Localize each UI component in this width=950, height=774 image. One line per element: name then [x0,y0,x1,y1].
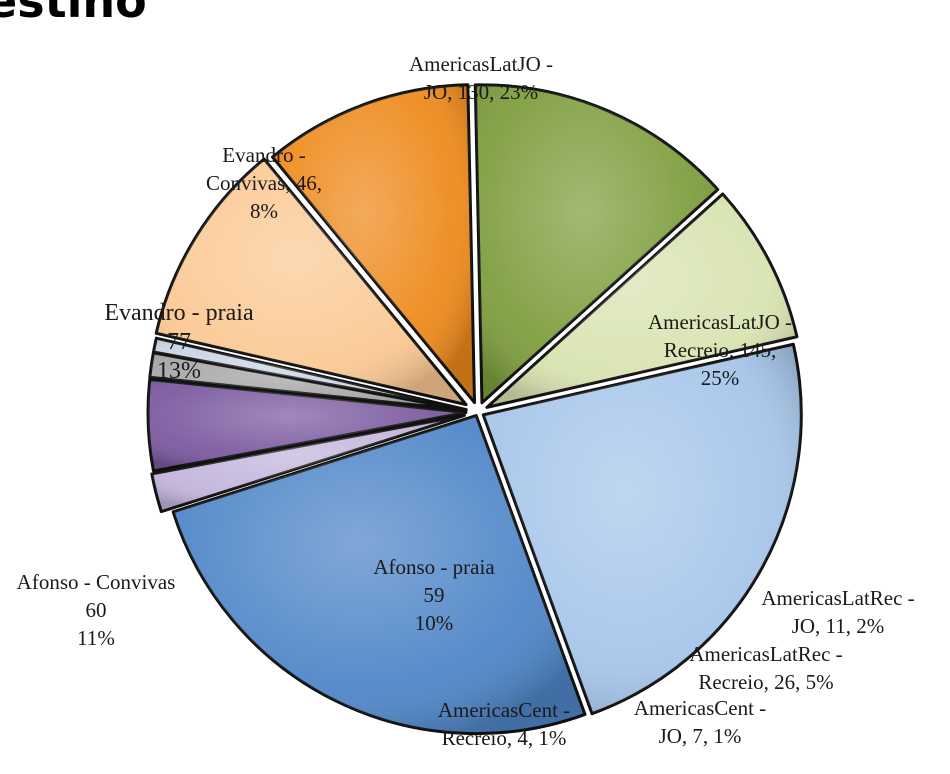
slice-label-line: AmericasLatRec - [689,642,842,666]
slice-label-line: 13% [157,358,201,384]
pie-slice-shading [475,84,718,403]
slice-label-line: AmericasLatJO - [648,310,792,334]
slice-label-line: 59 [424,583,445,607]
slice-data-label: Afonso - praia 59 10% [373,555,495,635]
slice-label-line: AmericasCent - [438,698,570,722]
slice-data-label: AmericasLatJO - Recreio, 145, 25% [648,310,792,390]
slice-data-label: Afonso - Convivas 60 11% [17,570,176,650]
slice-label-line: Recreio, 145, [664,338,777,362]
pie-slice-shading [148,379,467,471]
slice-label-line: 25% [701,366,740,390]
pie-slice-shading [153,338,467,410]
slice-data-label: AmericasCent - JO, 7, 1% [634,696,766,748]
chart-title: estino [0,0,147,28]
slice-data-label: AmericasLatRec - Recreio, 26, 5% [689,642,842,694]
slice-label-line: 10% [415,611,454,635]
slice-data-label: AmericasCent - Recreio, 4, 1% [438,698,570,750]
pie-labels: AmericasLatJO -Recreio, 145, 25%AmericasL… [17,52,915,750]
slice-label-line: 77 [167,329,191,355]
slice-label-line: Evandro - [222,143,305,167]
slice-label-line: Recreio, 4, 1% [442,726,567,750]
slice-label-line: 11% [77,626,115,650]
slice-label-line: Evandro - praia [104,300,254,326]
pie-slice-shading [156,159,467,405]
pie-slices [146,83,803,736]
slice-label-line: AmericasLatRec - [761,586,914,610]
slice-label-line: Recreio, 26, 5% [698,670,833,694]
pie-slice-shading [486,194,797,408]
slice-data-label: AmericasLatJO - JO, 130, 23% [409,52,553,104]
pie-slice-shading [483,344,802,714]
slice-label-line: Afonso - Convivas [17,570,176,594]
slice-data-label: Evandro - Convivas, 46, 8% [206,143,322,223]
pie-slice-shading [173,415,585,734]
pie-slice-shading [151,415,465,512]
slice-label-line: 60 [86,598,107,622]
slice-label-line: AmericasCent - [634,696,766,720]
pie-slice-shading [272,84,475,403]
slice-data-label: AmericasLatRec - JO, 11, 2% [761,586,914,638]
slice-label-line: Convivas, 46, [206,171,322,195]
slice-label-line: JO, 7, 1% [659,724,742,748]
slice-data-label: Evandro - praia 77 13% [104,300,254,384]
slice-label-line: JO, 130, 23% [424,80,538,104]
slice-label-line: JO, 11, 2% [792,614,885,638]
slice-label-line: Afonso - praia [373,555,495,579]
slice-label-line: AmericasLatJO - [409,52,553,76]
slice-label-line: 8% [250,199,278,223]
